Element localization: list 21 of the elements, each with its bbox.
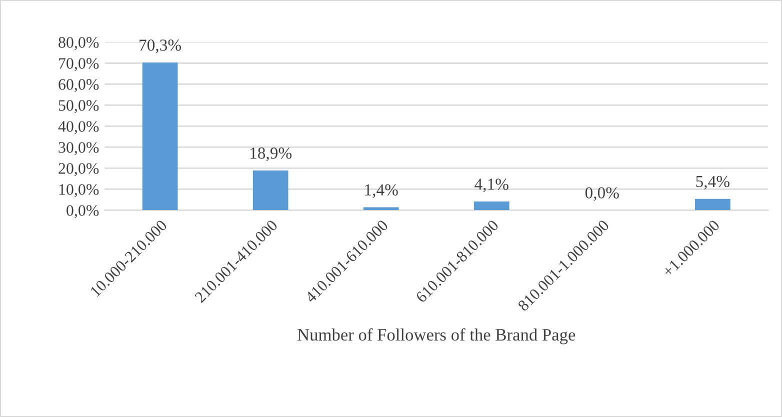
y-tick-label: 70,0% — [59, 58, 99, 72]
bar — [694, 198, 730, 210]
data-label: 4,1% — [474, 178, 508, 192]
y-tick-label: 80,0% — [58, 37, 99, 50]
data-label: 0,0% — [585, 187, 619, 201]
data-label: 5,4% — [696, 176, 730, 190]
y-tick-label: 60,0% — [58, 79, 99, 92]
y-tick-label: 20,0% — [58, 163, 99, 176]
bar — [474, 202, 510, 210]
bar — [142, 62, 178, 210]
data-label: 18,9% — [250, 148, 292, 162]
bar — [252, 170, 288, 210]
y-tick-label: 50,0% — [58, 100, 99, 114]
bar — [363, 207, 399, 210]
x-axis-title: Number of Followers of the Brand Page — [298, 328, 576, 344]
data-label: 1,4% — [365, 184, 398, 198]
y-tick-label: 0,0% — [66, 205, 99, 218]
y-tick-label: 30,0% — [58, 142, 99, 156]
data-label: 70,3% — [140, 40, 182, 54]
y-tick-label: 10,0% — [59, 184, 99, 198]
y-tick-label: 40,0% — [58, 121, 99, 134]
